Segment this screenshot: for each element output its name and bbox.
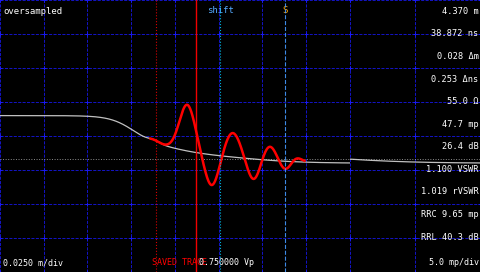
Text: S: S <box>283 6 288 15</box>
Text: 0.0250 m/div: 0.0250 m/div <box>3 258 63 267</box>
Text: RRL 40.3 dB: RRL 40.3 dB <box>421 233 479 242</box>
Text: 1.019 rVSWR: 1.019 rVSWR <box>421 187 479 196</box>
Text: 0.028 Δm: 0.028 Δm <box>437 52 479 61</box>
Text: SAVED TRACE: SAVED TRACE <box>152 258 207 267</box>
Text: 38.872 ns: 38.872 ns <box>432 29 479 38</box>
Text: 4.370 m: 4.370 m <box>442 7 479 16</box>
Text: 47.7 mp: 47.7 mp <box>442 120 479 129</box>
Text: 26.4 dB: 26.4 dB <box>442 142 479 151</box>
Text: 1.100 VSWR: 1.100 VSWR <box>426 165 479 174</box>
Text: 0.750000 Vp: 0.750000 Vp <box>200 258 254 267</box>
Text: oversampled: oversampled <box>3 7 62 16</box>
Text: 55.0 Ω: 55.0 Ω <box>447 97 479 106</box>
Text: 0.253 Δns: 0.253 Δns <box>432 75 479 84</box>
Text: shift: shift <box>207 6 234 15</box>
Text: RRC 9.65 mp: RRC 9.65 mp <box>421 210 479 219</box>
Text: 5.0 mp/div: 5.0 mp/div <box>429 258 479 267</box>
